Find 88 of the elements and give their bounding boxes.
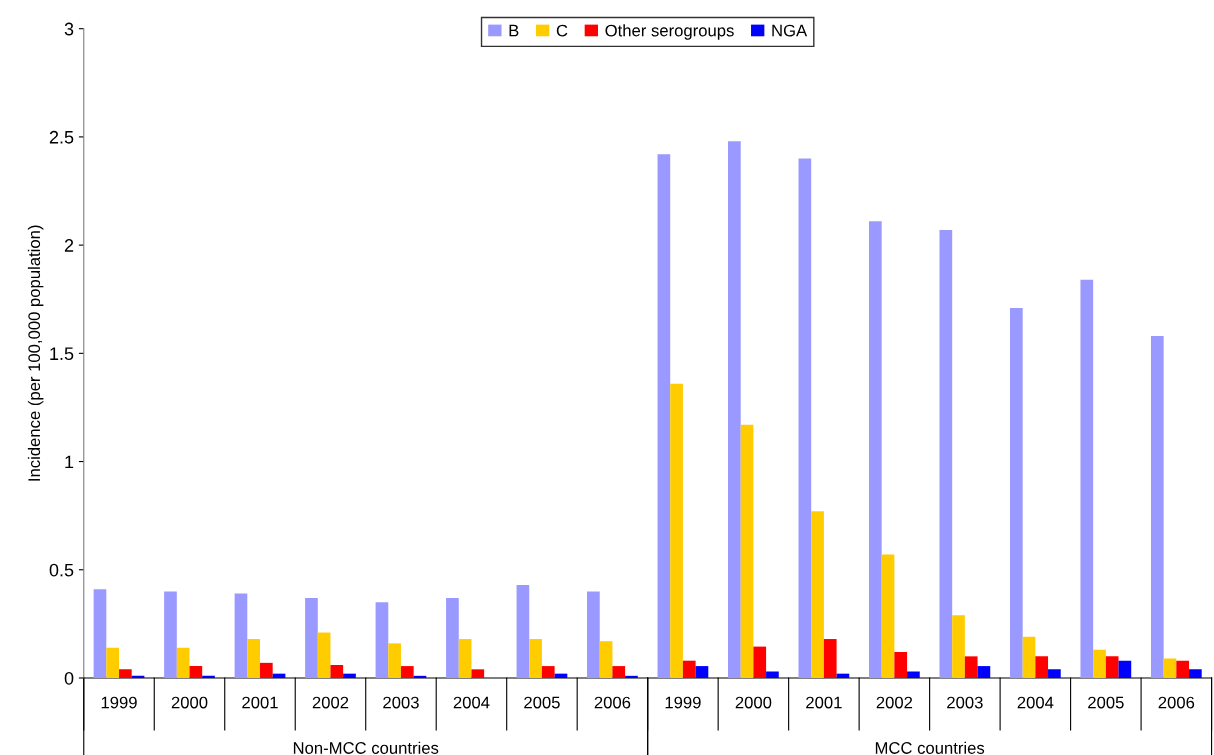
bar <box>164 591 177 678</box>
bar <box>106 647 120 678</box>
legend-label: C <box>556 24 568 37</box>
bar <box>728 141 741 678</box>
bar <box>1048 669 1061 678</box>
bar <box>234 593 248 678</box>
bar <box>823 639 837 678</box>
bar <box>612 666 626 678</box>
legend-label: B <box>509 24 519 37</box>
x-tick-label: 2004 <box>1017 696 1054 709</box>
bar <box>964 656 978 678</box>
x-tick-label: 2001 <box>242 696 278 709</box>
bar <box>587 591 600 678</box>
bar <box>1093 649 1106 678</box>
text: MCC countries <box>875 741 985 754</box>
bar <box>682 660 696 678</box>
bar <box>259 662 273 678</box>
y-tick-label: 0 <box>64 671 74 685</box>
bar <box>343 673 356 678</box>
bar <box>695 666 709 678</box>
bar <box>657 154 671 678</box>
bar <box>1080 279 1094 678</box>
legend-label: Other serogroups <box>605 24 734 40</box>
y-tick-label: 3 <box>64 22 74 36</box>
bar <box>189 666 203 678</box>
bar <box>388 643 401 678</box>
bar <box>894 652 908 678</box>
bar <box>375 602 389 678</box>
x-tick-label: 2000 <box>171 696 208 709</box>
y-axis-title: Incidence (per 100,000 population) <box>27 225 44 481</box>
bar <box>247 639 260 678</box>
bar <box>1189 669 1202 678</box>
bar <box>119 669 132 678</box>
y-tick-label: 2 <box>64 239 74 252</box>
bar <box>907 671 920 678</box>
x-tick-label: 2006 <box>594 696 631 709</box>
bar <box>599 641 613 678</box>
bar <box>541 666 555 678</box>
bar <box>977 666 991 678</box>
bar <box>625 675 638 678</box>
x-tick-label: 2004 <box>453 696 490 709</box>
bar <box>1163 658 1177 678</box>
bar <box>811 511 824 678</box>
text: Non-MCC countries <box>293 741 439 754</box>
bar <box>952 615 965 678</box>
y-tick-label: 0.5 <box>49 563 74 577</box>
bar <box>798 158 812 678</box>
bar <box>446 597 459 678</box>
x-tick-label: 2001 <box>806 696 842 709</box>
bar <box>317 632 331 678</box>
bar <box>881 554 895 678</box>
y-tick-label: 2.5 <box>49 130 74 144</box>
bar <box>939 229 953 678</box>
x-tick-label: 2002 <box>312 696 349 709</box>
bar <box>1118 660 1132 678</box>
bar <box>869 221 882 678</box>
bar <box>202 675 215 678</box>
x-tick-label: 1999 <box>665 696 701 709</box>
bar <box>516 584 530 678</box>
x-tick-label: 2005 <box>524 696 560 709</box>
y-tick-label: 1.5 <box>50 347 74 361</box>
x-tick-label: 2006 <box>1158 696 1195 709</box>
x-tick-label: 2002 <box>876 696 913 709</box>
bar <box>1035 656 1049 678</box>
bar <box>670 383 683 678</box>
x-tick-label: 2003 <box>947 696 983 709</box>
bar <box>766 671 779 678</box>
bar <box>529 639 542 678</box>
bar <box>330 665 344 678</box>
bar <box>458 639 472 678</box>
y-tick-label: 1 <box>65 455 74 469</box>
bar <box>400 666 414 678</box>
bar <box>1022 636 1036 678</box>
bar <box>93 589 107 678</box>
bar <box>1176 660 1190 678</box>
bar <box>740 424 754 678</box>
legend-label: NGA <box>772 24 808 37</box>
x-tick-label: 1999 <box>101 696 137 709</box>
x-tick-label: 2005 <box>1088 696 1124 709</box>
bar <box>471 669 485 678</box>
bar <box>753 646 767 678</box>
bar <box>305 597 318 678</box>
bar <box>1105 656 1119 678</box>
bar <box>1009 307 1023 678</box>
x-tick-label: 2003 <box>383 696 419 709</box>
bar <box>1150 336 1164 678</box>
bar <box>176 647 190 678</box>
x-tick-label: 2000 <box>735 696 772 709</box>
